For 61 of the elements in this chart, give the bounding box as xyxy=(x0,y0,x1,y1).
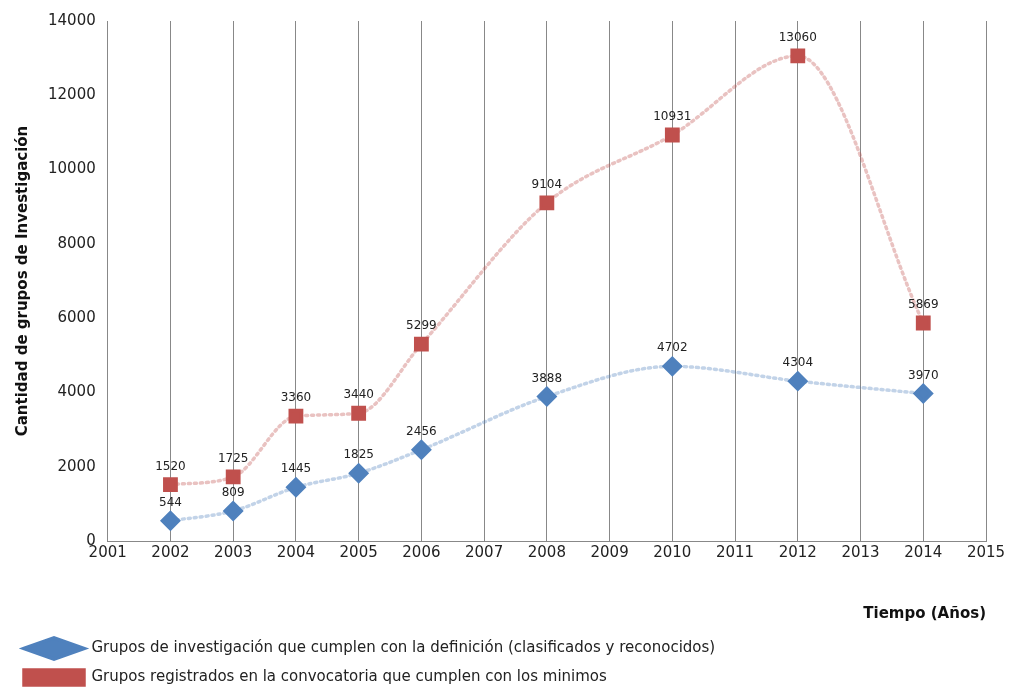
data-label: 544 xyxy=(159,494,182,509)
point xyxy=(790,48,806,64)
point xyxy=(915,315,931,331)
x-tick-label: 2013 xyxy=(841,542,880,561)
y-tick-label: 8000 xyxy=(57,233,96,252)
data-label: 2456 xyxy=(406,423,437,438)
x-tick-label: 2006 xyxy=(402,542,441,561)
y-tick-label: 10000 xyxy=(48,159,96,178)
data-label: 4304 xyxy=(782,355,814,370)
data-label: 9104 xyxy=(531,176,563,191)
point xyxy=(286,477,306,498)
x-tick-label: 2015 xyxy=(966,542,1006,561)
x-tick-label: 2012 xyxy=(778,542,817,561)
y-tick-label: 2000 xyxy=(57,456,96,475)
point xyxy=(223,501,243,521)
data-label: 13060 xyxy=(778,30,817,45)
point xyxy=(160,511,181,531)
data-label: 4702 xyxy=(657,340,688,355)
point xyxy=(913,383,934,404)
data-label: 809 xyxy=(221,485,245,500)
x-tick-label: 2003 xyxy=(214,542,253,561)
point xyxy=(413,336,429,352)
data-label: 1725 xyxy=(217,451,249,466)
x-tick-label: 2004 xyxy=(276,542,316,561)
data-label: 10931 xyxy=(653,109,692,124)
x-tick-label: 2008 xyxy=(527,542,566,561)
legend-label: Grupos registrados en la convocatoria que cumplen con los minimos xyxy=(91,667,608,686)
point xyxy=(163,477,178,492)
x-tick-label: 2014 xyxy=(904,542,943,561)
point xyxy=(348,463,369,483)
legend-label: Grupos de investigación que cumplen con la definición (clasificados y reconocidos) xyxy=(91,638,716,657)
data-label: 3360 xyxy=(280,390,312,405)
y-tick-label: 4000 xyxy=(57,382,96,401)
point xyxy=(537,386,557,407)
data-label: 1520 xyxy=(155,458,186,473)
data-label: 1445 xyxy=(280,461,312,476)
y-tick-label: 14000 xyxy=(48,10,96,29)
x-tick-label: 2010 xyxy=(653,542,692,561)
x-tick-label: 2007 xyxy=(465,542,504,561)
point xyxy=(225,469,241,485)
data-label: 5869 xyxy=(907,297,939,312)
data-label: 1825 xyxy=(343,447,374,462)
point xyxy=(539,195,555,211)
point xyxy=(351,405,367,421)
data-label: 3888 xyxy=(531,370,563,385)
y-tick-label: 6000 xyxy=(57,308,96,327)
x-tick-label: 2009 xyxy=(590,542,629,561)
y-axis-title: Cantidad de grupos de Investigación xyxy=(12,125,31,437)
data-label: 3440 xyxy=(343,387,374,402)
y-tick-label: 12000 xyxy=(48,85,96,104)
point xyxy=(788,371,808,391)
data-label: 3970 xyxy=(907,367,939,382)
x-tick-label: 2002 xyxy=(151,542,190,561)
point xyxy=(662,356,683,377)
point xyxy=(411,440,432,460)
point xyxy=(288,408,304,424)
x-tick-label: 2011 xyxy=(715,542,755,561)
data-label: 5299 xyxy=(406,318,437,333)
x-tick-label: 2005 xyxy=(339,542,378,561)
x-axis-title: Tiempo (Años) xyxy=(863,603,986,622)
point xyxy=(664,127,680,143)
